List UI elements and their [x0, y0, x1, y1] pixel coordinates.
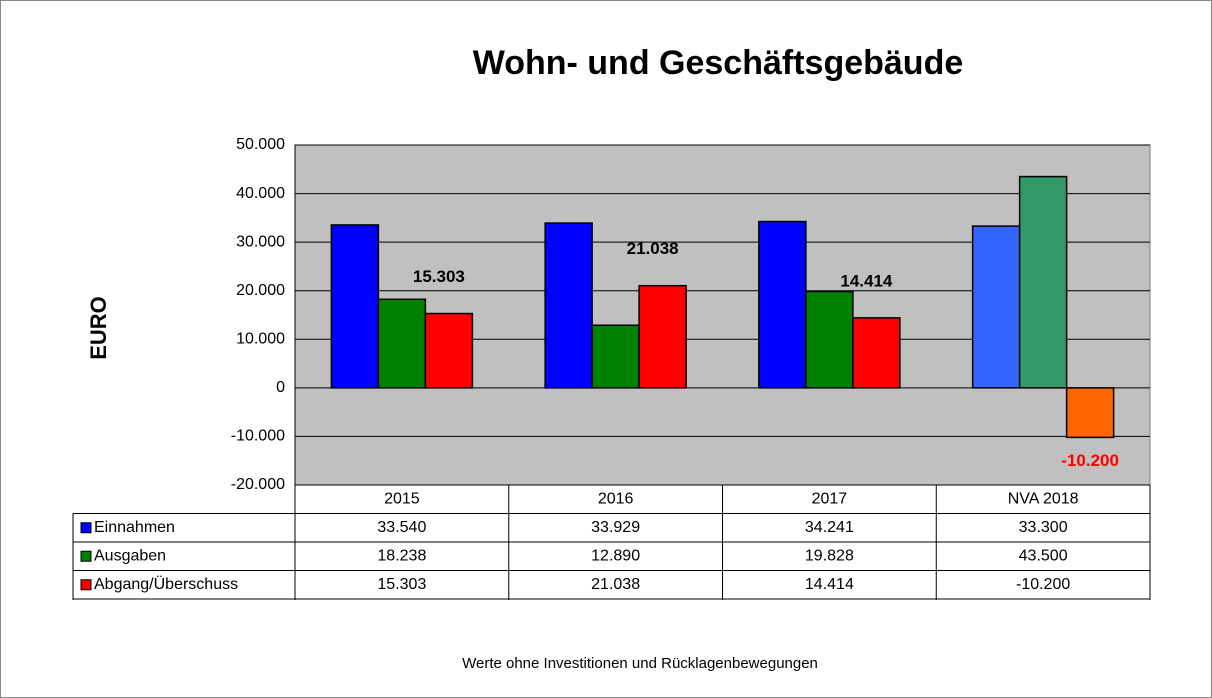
- bar: [805, 290, 854, 389]
- chart-title: Wohn- und Geschäftsgebäude: [473, 44, 964, 82]
- bar: [1018, 175, 1068, 389]
- legend-key: [80, 579, 92, 591]
- y-axis-label: EURO: [86, 296, 111, 360]
- y-tick-label: 20.000: [236, 282, 285, 299]
- table-value: 33.300: [1019, 519, 1068, 536]
- table-value: -10.200: [1016, 576, 1070, 593]
- bar: [638, 284, 687, 389]
- bar: [1065, 387, 1115, 439]
- table-value: 14.414: [805, 576, 854, 593]
- bar: [971, 225, 1021, 389]
- table-value: 19.828: [805, 547, 854, 564]
- legend-key: [80, 522, 92, 534]
- data-label: 14.414: [840, 271, 893, 290]
- y-tick-label: -10.000: [231, 428, 285, 445]
- y-tick-label: -20.000: [231, 476, 285, 493]
- table-value: 34.241: [805, 519, 854, 536]
- legend-label: Ausgaben: [94, 547, 166, 564]
- data-label: 21.038: [627, 239, 679, 258]
- table-value: 12.890: [591, 547, 640, 564]
- bar: [758, 220, 807, 389]
- legend-label: Abgang/Überschuss: [94, 575, 238, 593]
- y-tick-label: 0: [276, 379, 285, 396]
- table-value: 15.303: [377, 576, 426, 593]
- table-value: 33.540: [377, 519, 426, 536]
- bar: [377, 298, 427, 389]
- footnote: Werte ohne Investitionen und Rücklagenbe…: [462, 655, 818, 672]
- legend-key: [80, 550, 92, 562]
- bar: [424, 312, 474, 389]
- data-label: -10.200: [1061, 451, 1119, 470]
- data-label: 15.303: [413, 267, 465, 286]
- bar: [852, 317, 901, 389]
- x-tick-label: 2015: [384, 490, 420, 507]
- y-tick-label: 10.000: [236, 331, 285, 348]
- table-value: 33.929: [591, 519, 640, 536]
- table-value: 43.500: [1019, 547, 1068, 564]
- y-tick-label: 50.000: [236, 136, 285, 153]
- legend-label: Einnahmen: [94, 519, 175, 536]
- table-value: 18.238: [377, 547, 426, 564]
- x-tick-label: 2016: [598, 490, 634, 507]
- bar: [544, 222, 593, 389]
- x-tick-label: NVA 2018: [1008, 490, 1079, 507]
- bar: [330, 224, 380, 389]
- y-tick-label: 30.000: [236, 233, 285, 250]
- table-value: 21.038: [591, 576, 640, 593]
- bar: [591, 324, 640, 389]
- x-tick-label: 2017: [812, 490, 848, 507]
- y-tick-label: 40.000: [236, 185, 285, 202]
